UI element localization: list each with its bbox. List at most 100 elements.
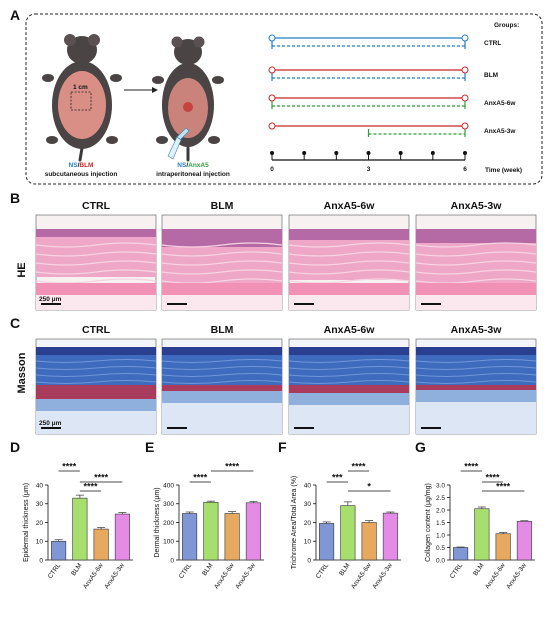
he-stain-image (415, 214, 537, 311)
row-label-he: HE (16, 262, 28, 277)
he-stain-image (35, 214, 157, 311)
x-tick-label: BLM (338, 562, 351, 577)
bar (495, 533, 511, 561)
x-tick-label: BLM (201, 562, 214, 577)
time-tick-label: 0 (270, 166, 274, 173)
x-tick-label: AnxA5-6w (350, 562, 373, 591)
anxa5-label: AnxA5 (188, 162, 209, 169)
end-marker (461, 66, 469, 74)
he-column-title: CTRL (82, 200, 111, 212)
masson-stain-image (415, 338, 537, 435)
y-tick-label: 1.5 (436, 520, 445, 527)
time-tick-dot (430, 151, 435, 155)
bar (382, 512, 398, 561)
significance-label: **** (225, 462, 240, 472)
bar (93, 528, 109, 561)
start-marker (268, 34, 276, 42)
masson-column-title: AnxA5-3w (451, 324, 503, 336)
masson-stain-image (288, 338, 410, 435)
x-tick-label: AnxA5-3w (505, 562, 528, 591)
x-tick-label: BLM (472, 562, 485, 577)
x-tick-label: AnxA5-3w (103, 562, 126, 591)
he-column-title: AnxA5-6w (324, 200, 376, 212)
slash: / (78, 162, 80, 169)
panel-label-d: D (10, 439, 20, 455)
panel-label-g: G (415, 439, 426, 455)
significance-label: *** (332, 473, 343, 483)
bar (51, 540, 67, 561)
timeline-row: AnxA5-3w (268, 122, 516, 137)
scale-bar-label: 250 μm (39, 420, 62, 427)
groups-title: Groups: (494, 22, 519, 29)
y-tick-label: 20 (36, 520, 44, 527)
ns-label-2: NS (177, 162, 187, 169)
y-tick-label: 3.0 (436, 482, 445, 489)
bar (319, 523, 335, 561)
panel-label-b: B (10, 190, 20, 206)
injection-label-intraperitoneal: NS/AnxA5 (177, 162, 209, 169)
x-tick-label: AnxA5-6w (484, 562, 507, 591)
bar-chart-g: 0.0 0.5 1.0 1.5 2.0 2.5 3.0 Collagen content (μ… (425, 462, 535, 591)
panel-label-f: F (278, 439, 287, 455)
subcutaneous-route: subcutaneous injection (45, 171, 118, 178)
blm-label: BLM (79, 162, 93, 169)
schematic-frame (25, 13, 543, 185)
x-tick-label: CTRL (47, 562, 63, 580)
bar (516, 520, 532, 561)
mouse-intraperitoneal-illustration (152, 36, 224, 162)
bar (72, 497, 88, 561)
row-label-masson: Masson (16, 352, 28, 393)
he-stain-image (161, 214, 283, 311)
y-tick-label: 0.0 (436, 557, 445, 564)
panel-label-a: A (10, 7, 20, 23)
masson-column-title: AnxA5-6w (324, 324, 376, 336)
significance-label: **** (464, 462, 479, 472)
x-tick-label: AnxA5-3w (371, 562, 394, 591)
time-axis: 0 3 6 (270, 151, 467, 173)
time-tick-label: 6 (463, 166, 467, 173)
injection-label-subcutaneous: NS/BLM (69, 162, 94, 169)
y-tick-label: 10 (36, 539, 44, 546)
bar (361, 522, 377, 561)
y-tick-label: 1.0 (436, 532, 445, 539)
y-tick-label: 10 (304, 539, 312, 546)
x-tick-label: AnxA5-6w (82, 562, 105, 591)
timeline-row: CTRL (268, 34, 501, 49)
group-label: CTRL (484, 40, 501, 47)
start-marker (268, 94, 276, 102)
y-axis-label: Trichrome Area/Total Area (%) (291, 476, 298, 570)
significance-label: **** (94, 473, 109, 483)
time-tick-dot (334, 151, 339, 155)
y-tick-label: 30 (304, 501, 312, 508)
end-marker (461, 122, 469, 130)
bar (182, 513, 198, 561)
x-tick-label: CTRL (178, 562, 194, 580)
time-tick-dot (366, 151, 371, 155)
time-tick-dot (398, 151, 403, 155)
y-tick-label: 2.0 (436, 507, 445, 514)
group-label: BLM (484, 72, 498, 79)
significance-label: **** (496, 482, 511, 492)
mouse-subcutaneous-illustration (42, 34, 122, 162)
x-tick-label: CTRL (315, 562, 331, 580)
intraperitoneal-route: intraperitoneal injection (156, 171, 230, 178)
significance-label: **** (83, 482, 98, 492)
timeline-row: BLM (268, 66, 498, 81)
x-tick-label: BLM (70, 562, 83, 577)
panel-label-e: E (145, 439, 154, 455)
y-tick-label: 0.5 (436, 545, 445, 552)
bar (224, 513, 240, 561)
time-tick-dot (270, 151, 274, 155)
masson-column-title: CTRL (82, 324, 111, 336)
bar-chart-d: 0 10 20 30 40 Epidermal thickness (μm) CTRL BLM… (23, 462, 133, 591)
bar-chart-f: 0 10 20 30 40 Trichrome Area/Total Area (%) CT… (291, 462, 401, 591)
slash-2: / (186, 162, 188, 169)
bar (474, 508, 490, 561)
start-marker (268, 66, 276, 74)
y-axis-label: Collagen content (μg/mg) (425, 483, 432, 562)
group-label: AnxA5-3w (484, 128, 516, 135)
time-tick-dot (302, 151, 307, 155)
he-column-title: AnxA5-3w (451, 200, 503, 212)
